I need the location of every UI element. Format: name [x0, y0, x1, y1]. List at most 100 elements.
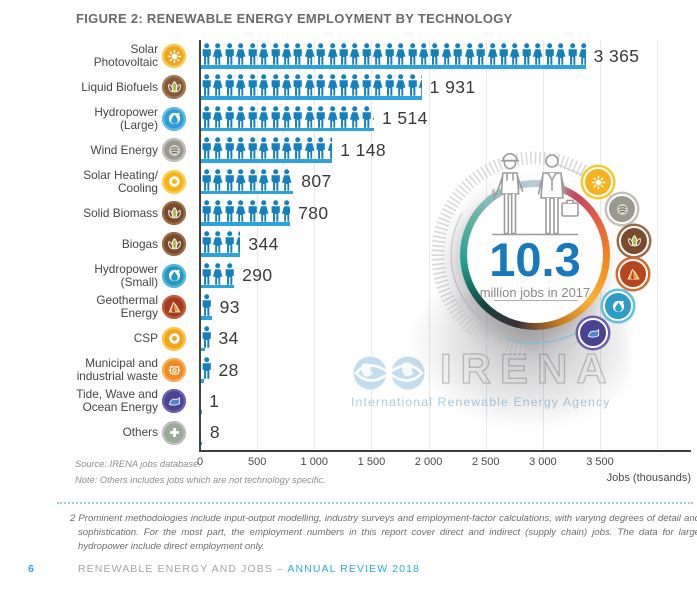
person-pictogram — [453, 43, 463, 65]
pictogram-bar — [201, 231, 241, 254]
wave-icon — [587, 328, 599, 338]
gridline — [257, 40, 259, 451]
person-pictogram — [293, 137, 303, 159]
drop-icon — [612, 300, 624, 312]
person-pictogram — [202, 106, 211, 128]
person-pictogram — [225, 74, 234, 97]
person-pictogram — [292, 169, 293, 191]
leaf-icon — [167, 237, 181, 250]
person-pictogram — [316, 43, 326, 65]
baseline-bar — [201, 316, 212, 320]
wind-icon — [168, 144, 180, 156]
badge-caption: million jobs in 2017 — [479, 285, 591, 300]
category-label: Municipal and industrial waste — [76, 356, 158, 383]
category-label: CSP — [133, 331, 158, 346]
x-axis-label: Jobs (thousands) — [606, 472, 691, 484]
person-pictogram — [373, 43, 383, 65]
value-label: 1 931 — [429, 76, 476, 97]
person-pictogram — [202, 137, 211, 159]
baseline-bar — [201, 347, 205, 352]
person-pictogram — [236, 137, 246, 159]
y-axis-line — [199, 40, 201, 451]
wave-icon — [168, 396, 180, 406]
gridline — [371, 40, 373, 451]
pictogram-bar — [201, 200, 291, 222]
leaf-icon — [167, 206, 181, 219]
value-label: 344 — [248, 233, 279, 254]
person-pictogram — [522, 43, 531, 65]
leaf-icon — [627, 234, 641, 247]
person-pictogram — [510, 43, 520, 65]
person-pictogram — [339, 43, 348, 65]
x-tick-label: 3 500 — [586, 456, 614, 468]
category-wave-badge — [162, 389, 186, 414]
irena-wordmark: IRENA — [439, 347, 616, 390]
satellite-volcano-badge — [618, 259, 648, 289]
person-pictogram — [362, 106, 371, 128]
person-pictogram — [281, 43, 292, 65]
value-label: 1 514 — [382, 108, 428, 129]
person-pictogram — [281, 168, 292, 191]
baseline-bar — [201, 284, 235, 289]
value-label: 780 — [298, 202, 329, 223]
page-number: 6 — [28, 563, 35, 575]
category-sun-badge — [162, 44, 186, 68]
wind-icon — [616, 203, 628, 215]
person-pictogram — [248, 43, 257, 65]
person-pictogram — [202, 43, 211, 65]
person-pictogram — [362, 43, 371, 65]
baseline-bar — [201, 441, 202, 446]
person-pictogram — [202, 74, 211, 97]
category-drop-badge — [162, 106, 186, 131]
leaf-icon — [167, 80, 181, 93]
person-pictogram — [281, 137, 292, 159]
person-pictogram — [385, 43, 394, 65]
value-label: 290 — [242, 265, 273, 286]
drop-icon — [168, 270, 180, 282]
person-pictogram — [293, 74, 303, 97]
sun-icon — [167, 49, 181, 63]
person-pictogram — [293, 106, 303, 128]
person-pictogram — [316, 74, 326, 97]
category-drop-badge — [162, 263, 186, 288]
source-note: Source: IRENA jobs database. — [75, 459, 201, 469]
person-pictogram — [304, 137, 315, 159]
category-label: Solar Heating/ Cooling — [83, 167, 158, 195]
person-pictogram — [373, 116, 375, 120]
person-pictogram — [202, 294, 211, 316]
irena-tagline: International Renewable Energy Agency — [351, 395, 609, 409]
pictogram-bar — [201, 325, 211, 348]
person-pictogram — [259, 43, 269, 65]
x-axis-line — [199, 450, 691, 452]
category-leaf-badge — [162, 201, 186, 225]
category-label: Tide, Wave and Ocean Energy — [76, 387, 158, 415]
person-pictogram — [396, 74, 406, 97]
category-bin-badge — [162, 358, 186, 382]
person-pictogram — [418, 75, 422, 97]
person-pictogram — [499, 43, 508, 65]
person-pictogram — [281, 200, 291, 222]
person-pictogram — [271, 43, 280, 65]
category-plus-badge — [162, 420, 186, 445]
x-tick-label: 2 000 — [414, 456, 443, 468]
person-pictogram — [408, 74, 417, 97]
person-pictogram — [271, 200, 280, 222]
baseline-bar — [201, 253, 241, 257]
baseline-bar — [201, 159, 333, 163]
person-pictogram — [431, 43, 440, 65]
satellite-wind-badge — [607, 194, 637, 224]
person-pictogram — [259, 168, 269, 191]
x-tick-label: 1 000 — [300, 456, 329, 468]
pictogram-bar — [201, 137, 333, 159]
footer-review-title: ANNUAL REVIEW 2018 — [287, 563, 420, 575]
person-pictogram — [213, 263, 223, 285]
person-pictogram — [213, 200, 223, 222]
person-pictogram — [281, 74, 292, 97]
person-pictogram — [304, 74, 315, 97]
person-pictogram — [304, 43, 315, 65]
category-ring-badge — [162, 169, 186, 194]
person-pictogram — [533, 43, 543, 65]
pictogram-bar — [201, 263, 234, 285]
category-leaf-badge — [162, 232, 186, 257]
